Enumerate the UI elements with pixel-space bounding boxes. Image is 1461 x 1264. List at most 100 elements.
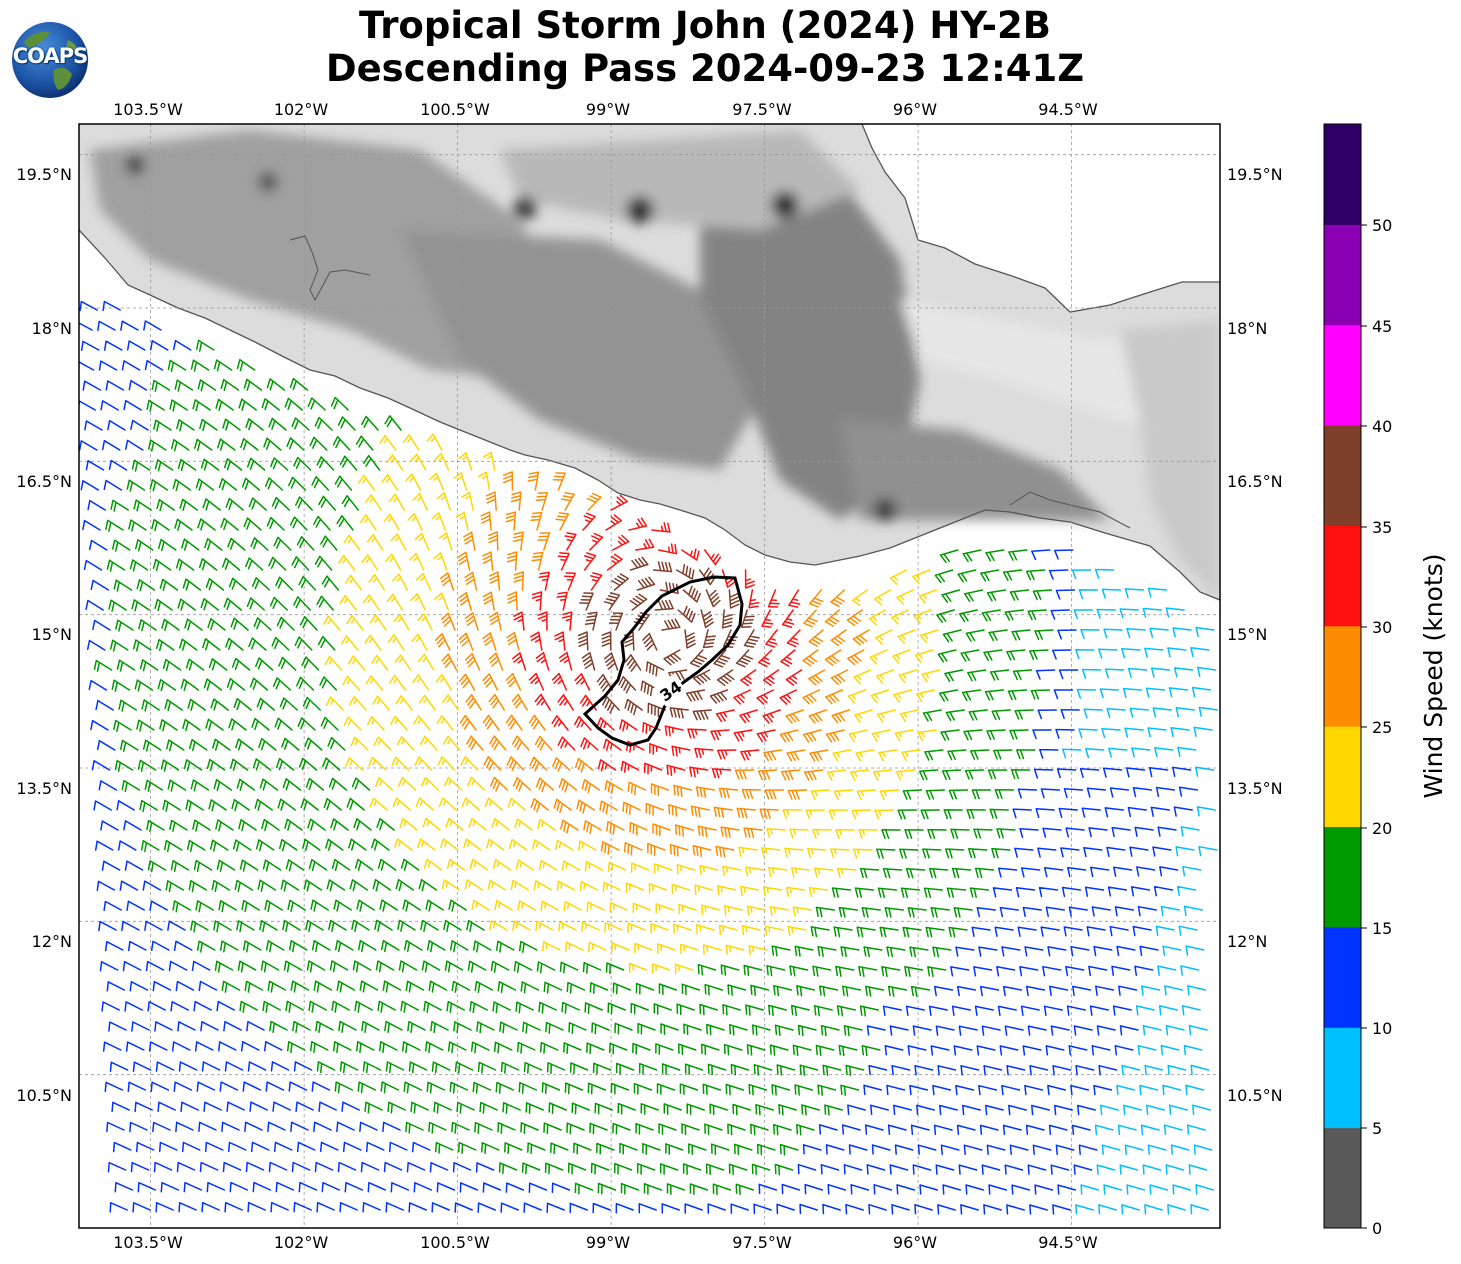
wind-barb xyxy=(835,828,855,839)
wind-barb xyxy=(1183,905,1203,917)
wind-barb xyxy=(822,1064,842,1076)
wind-barb xyxy=(1129,846,1149,857)
wind-barb xyxy=(267,980,287,993)
wind-barb xyxy=(769,905,789,917)
wind-barb xyxy=(825,1144,845,1155)
wind-barb xyxy=(440,612,456,631)
wind-barb xyxy=(1014,847,1034,858)
wind-barb xyxy=(606,553,623,571)
wind-barb xyxy=(896,589,915,605)
wind-barb xyxy=(513,571,525,591)
wind-barb xyxy=(579,881,599,892)
wind-barb xyxy=(130,419,149,431)
wind-barb xyxy=(1063,787,1084,799)
wind-barb xyxy=(720,826,740,838)
wind-barb xyxy=(779,689,798,705)
wind-barb xyxy=(830,848,850,859)
wind-barb xyxy=(498,1162,518,1175)
wind-barb xyxy=(103,340,123,351)
wind-barb xyxy=(94,840,114,851)
wind-barb xyxy=(656,1083,676,1095)
wind-barb xyxy=(1093,1084,1113,1096)
colorbar-tick-10: 10 xyxy=(1372,1019,1392,1038)
wind-barb xyxy=(246,1020,265,1032)
wind-barb xyxy=(556,591,568,611)
wind-barb xyxy=(106,559,126,572)
wind-barb xyxy=(592,1062,612,1075)
wind-barb xyxy=(245,1161,265,1173)
wind-barb xyxy=(533,880,553,891)
wind-barb xyxy=(900,887,921,899)
wind-barb xyxy=(633,1082,653,1095)
wind-barb xyxy=(345,757,364,771)
wind-barb xyxy=(134,1101,153,1113)
wind-barb xyxy=(229,758,249,771)
wind-barb xyxy=(297,717,316,731)
wind-barb xyxy=(136,579,156,592)
wind-barb xyxy=(497,1122,516,1134)
wind-barb xyxy=(830,629,847,647)
wind-barb xyxy=(629,556,649,571)
wind-barb xyxy=(107,419,126,431)
wind-barb xyxy=(1146,1104,1165,1116)
wind-barb xyxy=(97,320,116,332)
wind-barb xyxy=(1032,729,1052,740)
wind-barb xyxy=(121,779,141,793)
lat-label-left-5: 12°N xyxy=(32,932,72,951)
lat-label-left-4: 13.5°N xyxy=(16,779,72,798)
wind-barb xyxy=(387,634,405,651)
wind-barb xyxy=(999,906,1019,918)
wind-barb xyxy=(642,632,658,651)
wind-barb xyxy=(904,828,924,840)
wind-barb xyxy=(622,801,641,816)
wind-barb xyxy=(354,1000,373,1013)
wind-barb xyxy=(210,698,229,711)
wind-barb xyxy=(313,1121,332,1133)
wind-barb xyxy=(847,1104,866,1115)
colorbar-tick-35: 35 xyxy=(1372,518,1392,537)
wind-barb xyxy=(288,940,308,953)
wind-barb xyxy=(316,595,334,611)
wind-barb xyxy=(126,900,145,911)
wind-barb xyxy=(717,885,737,896)
wind-barb xyxy=(897,629,916,645)
wind-barb xyxy=(663,649,682,666)
wind-barb xyxy=(951,1005,971,1017)
lat-label-right-6: 10.5°N xyxy=(1227,1086,1283,1105)
wind-barb xyxy=(487,879,507,891)
wind-barb xyxy=(136,719,155,732)
wind-barb xyxy=(721,609,734,629)
wind-barb xyxy=(482,551,494,571)
wind-barb xyxy=(997,867,1018,878)
wind-barb xyxy=(845,1064,865,1077)
wind-barb xyxy=(886,946,906,958)
wind-barb xyxy=(518,1081,538,1094)
wind-barb xyxy=(492,1001,511,1014)
wind-barb xyxy=(512,531,524,551)
wind-barb xyxy=(1054,1104,1073,1116)
wind-barb xyxy=(114,759,134,773)
wind-barb xyxy=(609,902,628,913)
wind-barb xyxy=(748,945,768,956)
wind-barb xyxy=(727,1123,746,1136)
wind-barb xyxy=(333,899,352,912)
wind-barb xyxy=(841,1124,861,1135)
wind-barb xyxy=(1048,1124,1068,1136)
wind-barb xyxy=(550,1142,569,1155)
wind-barb xyxy=(286,437,305,451)
wind-barb xyxy=(132,639,152,652)
wind-barb xyxy=(352,960,372,973)
wind-barb xyxy=(325,696,344,711)
wind-barb xyxy=(173,940,193,951)
wind-barb xyxy=(812,828,832,839)
wind-barb xyxy=(244,1121,263,1133)
wind-barb xyxy=(1103,1184,1123,1195)
lat-label-right-2: 16.5°N xyxy=(1227,472,1283,491)
wind-barb xyxy=(556,880,576,891)
wind-barb xyxy=(706,1023,725,1036)
wind-barb xyxy=(1065,827,1085,838)
wind-barb xyxy=(505,511,517,531)
wind-barb xyxy=(482,632,497,651)
wind-barb xyxy=(414,756,433,771)
wind-barb xyxy=(601,631,612,651)
